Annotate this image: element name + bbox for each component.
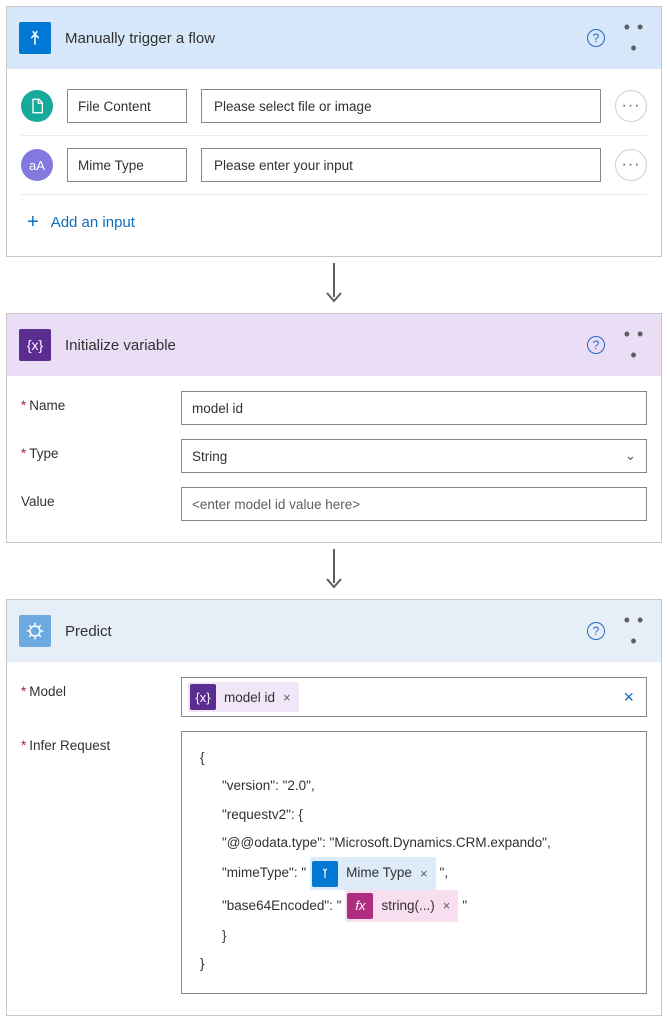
code-line: "requestv2": {: [196, 801, 632, 829]
model-label: Model: [21, 677, 171, 699]
clear-model-button[interactable]: ×: [617, 687, 640, 708]
name-label: Name: [21, 391, 171, 413]
variable-icon: {x}: [19, 329, 51, 361]
code-line: }: [196, 922, 632, 950]
row-more-menu[interactable]: ···: [615, 90, 647, 122]
input-row-mime: aA Mime Type Please enter your input ···: [21, 136, 647, 195]
infer-row: Infer Request { "version": "2.0", "reque…: [7, 724, 661, 1001]
predict-body: Model {x} model id × × Infer Request { "…: [7, 662, 661, 1015]
more-menu[interactable]: • • •: [619, 17, 649, 59]
type-label: Type: [21, 439, 171, 461]
predict-header[interactable]: Predict ? • • •: [7, 600, 661, 662]
predict-card: Predict ? • • • Model {x} model id × × I…: [6, 599, 662, 1016]
text-icon: aA: [21, 149, 53, 181]
row-more-menu[interactable]: ···: [615, 149, 647, 181]
connector-arrow: [6, 257, 662, 313]
add-input-label: Add an input: [51, 214, 135, 231]
model-id-token[interactable]: {x} model id ×: [188, 682, 299, 712]
model-input[interactable]: {x} model id × ×: [181, 677, 647, 717]
token-label: Mime Type: [346, 859, 412, 887]
value-row: Value <enter model id value here>: [7, 480, 661, 528]
variable-title: Initialize variable: [65, 337, 573, 354]
code-line: {: [196, 744, 632, 772]
trigger-header[interactable]: Manually trigger a flow ? • • •: [7, 7, 661, 69]
connector-arrow: [6, 543, 662, 599]
code-line: "version": "2.0",: [196, 772, 632, 800]
predict-icon: [19, 615, 51, 647]
type-value: String: [192, 449, 227, 464]
token-remove-icon[interactable]: ×: [443, 892, 451, 919]
code-line: "@@odata.type": "Microsoft.Dynamics.CRM.…: [196, 829, 632, 857]
add-input-button[interactable]: + Add an input: [21, 195, 647, 240]
name-input[interactable]: model id: [181, 391, 647, 425]
token-remove-icon[interactable]: ×: [283, 690, 291, 705]
more-menu[interactable]: • • •: [619, 610, 649, 652]
code-line: "base64Encoded": " fx string(...) × ": [196, 890, 632, 922]
variable-card: {x} Initialize variable ? • • • Name mod…: [6, 313, 662, 543]
type-select[interactable]: String ⌄: [181, 439, 647, 473]
file-icon: [21, 90, 53, 122]
type-row: Type String ⌄: [7, 432, 661, 480]
infer-label: Infer Request: [21, 731, 171, 753]
trigger-token-icon: [312, 861, 338, 887]
trigger-title: Manually trigger a flow: [65, 30, 573, 47]
token-label: model id: [224, 690, 275, 705]
name-row: Name model id: [7, 384, 661, 432]
help-icon[interactable]: ?: [587, 336, 605, 354]
infer-request-input[interactable]: { "version": "2.0", "requestv2": { "@@od…: [181, 731, 647, 994]
mime-type-token[interactable]: Mime Type ×: [310, 857, 435, 889]
input-label[interactable]: Mime Type: [67, 148, 187, 182]
plus-icon: +: [27, 211, 39, 234]
variable-header[interactable]: {x} Initialize variable ? • • •: [7, 314, 661, 376]
chevron-down-icon: ⌄: [625, 448, 636, 464]
input-row-file: File Content Please select file or image…: [21, 77, 647, 136]
expression-token[interactable]: fx string(...) ×: [345, 890, 458, 922]
file-content-input[interactable]: Please select file or image: [201, 89, 601, 123]
trigger-card: Manually trigger a flow ? • • • File Con…: [6, 6, 662, 257]
variable-token-icon: {x}: [190, 684, 216, 710]
trigger-body: File Content Please select file or image…: [7, 69, 661, 256]
code-line: }: [196, 950, 632, 978]
more-menu[interactable]: • • •: [619, 324, 649, 366]
input-label[interactable]: File Content: [67, 89, 187, 123]
variable-body: Name model id Type String ⌄ Value <enter…: [7, 376, 661, 542]
help-icon[interactable]: ?: [587, 622, 605, 640]
trigger-icon: [19, 22, 51, 54]
token-remove-icon[interactable]: ×: [420, 860, 428, 887]
mime-type-input[interactable]: Please enter your input: [201, 148, 601, 182]
token-label: string(...): [381, 892, 434, 920]
predict-title: Predict: [65, 623, 573, 640]
fx-icon: fx: [347, 893, 373, 919]
value-label: Value: [21, 487, 171, 509]
code-line: "mimeType": " Mime Type × ",: [196, 857, 632, 889]
help-icon[interactable]: ?: [587, 29, 605, 47]
model-row: Model {x} model id × ×: [7, 670, 661, 724]
value-input[interactable]: <enter model id value here>: [181, 487, 647, 521]
